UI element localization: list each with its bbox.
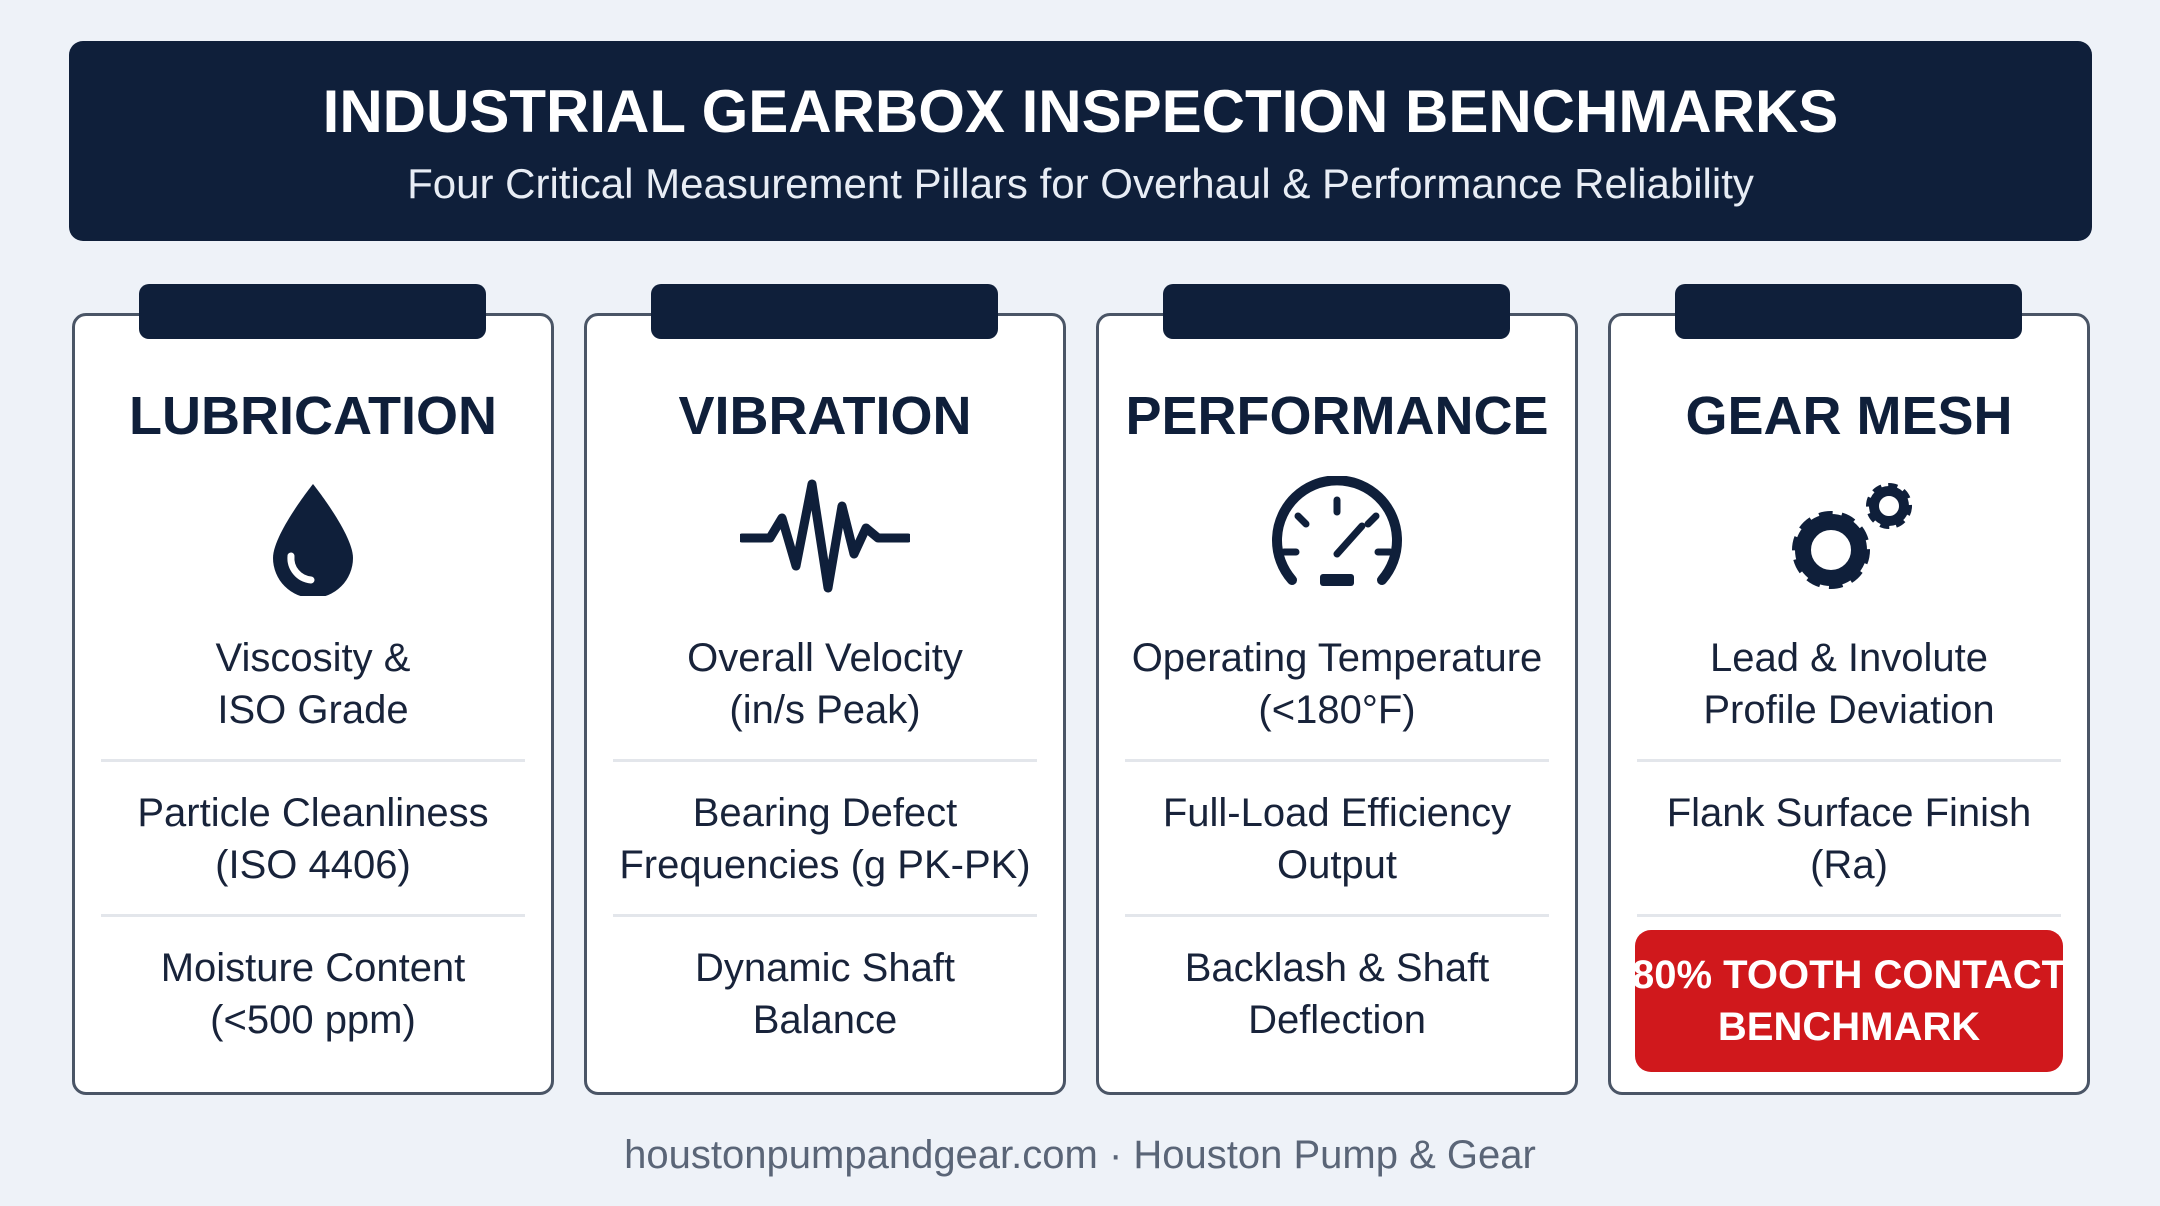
- item-line: (Ra): [1810, 842, 1888, 887]
- card: LUBRICATION Viscosity & ISO Grade Particle …: [72, 284, 554, 1095]
- item-line: (<500 ppm): [210, 997, 416, 1042]
- item-line: Deflection: [1248, 997, 1426, 1042]
- item-line: (ISO 4406): [215, 842, 411, 887]
- divider: [613, 914, 1037, 917]
- item-line: (<180°F): [1258, 687, 1416, 732]
- card-title: LUBRICATION: [129, 386, 497, 446]
- header: INDUSTRIAL GEARBOX INSPECTION BENCHMARKS…: [69, 41, 2092, 241]
- divider: [1125, 759, 1549, 762]
- item-line: Profile Deviation: [1703, 687, 1995, 732]
- item-line: Flank Surface Finish: [1666, 790, 2032, 835]
- item-line: Operating Temperature: [1131, 635, 1543, 680]
- card-title: VIBRATION: [678, 386, 972, 446]
- card: VIBRATION Overall Velocity (in/s Peak) Bear…: [584, 284, 1066, 1095]
- divider: [101, 914, 525, 917]
- card-item: Flank Surface Finish (Ra): [1637, 761, 2061, 916]
- card-item: Full-Load Efficiency Output: [1125, 761, 1549, 916]
- card-item: Backlash & Shaft Deflection: [1125, 916, 1549, 1071]
- card-item: Bearing Defect Frequencies (g PK-PK): [613, 761, 1037, 916]
- card-title: GEAR MESH: [1685, 386, 2013, 446]
- card-tab: [1675, 284, 2022, 339]
- item-line: Frequencies (g PK-PK): [619, 842, 1031, 887]
- item-line: Full-Load Efficiency: [1162, 790, 1512, 835]
- card-item: Moisture Content (<500 ppm): [101, 916, 525, 1071]
- item-line: Backlash & Shaft: [1184, 945, 1490, 990]
- item-line: Bearing Defect: [692, 790, 958, 835]
- card: GEAR MESH Lead & Involute Profile Deviatio…: [1608, 284, 2090, 1095]
- card-tab: [1163, 284, 1510, 339]
- card-item: Dynamic Shaft Balance: [613, 916, 1037, 1071]
- card-tab: [651, 284, 998, 339]
- item-line: Moisture Content: [160, 945, 466, 990]
- footer: houstonpumpandgear.com · Houston Pump & …: [624, 1133, 1536, 1177]
- item-line: Output: [1276, 842, 1398, 887]
- card-icon: [253, 476, 373, 598]
- subtitle: Four Critical Measurement Pillars for Ov…: [407, 160, 1754, 207]
- divider: [1637, 914, 2061, 917]
- item-line: Overall Velocity: [687, 635, 963, 680]
- highlight-line: 80% TOOTH CONTACT: [1631, 953, 2067, 997]
- item-line: Particle Cleanliness: [137, 790, 489, 835]
- card-tab: [139, 284, 486, 339]
- card-icon: [1272, 475, 1402, 596]
- card-icon: [1789, 476, 1912, 596]
- card-item: Lead & Involute Profile Deviation: [1637, 606, 2061, 761]
- item-line: Viscosity &: [215, 635, 411, 680]
- divider: [1637, 759, 2061, 762]
- divider: [101, 759, 525, 762]
- card: PERFORMANCE Operating Temperature (<180°F)…: [1096, 284, 1578, 1095]
- card-item: Overall Velocity (in/s Peak): [613, 606, 1037, 761]
- item-line: Dynamic Shaft: [694, 945, 956, 990]
- divider: [613, 759, 1037, 762]
- title: INDUSTRIAL GEARBOX INSPECTION BENCHMARKS: [322, 78, 1839, 145]
- item-line: Lead & Involute: [1710, 635, 1988, 680]
- card-item: Viscosity & ISO Grade: [101, 606, 525, 761]
- highlight-badge: 80% TOOTH CONTACT BENCHMARK: [1631, 930, 2067, 1072]
- card-icon: [737, 476, 913, 596]
- item-line: (in/s Peak): [729, 687, 921, 732]
- divider: [1125, 914, 1549, 917]
- card-item: Operating Temperature (<180°F): [1125, 606, 1549, 761]
- item-line: ISO Grade: [217, 687, 409, 732]
- card-title: PERFORMANCE: [1125, 386, 1549, 446]
- highlight-line: BENCHMARK: [1717, 1005, 1981, 1049]
- item-line: Balance: [752, 997, 898, 1042]
- card-item: Particle Cleanliness (ISO 4406): [101, 761, 525, 916]
